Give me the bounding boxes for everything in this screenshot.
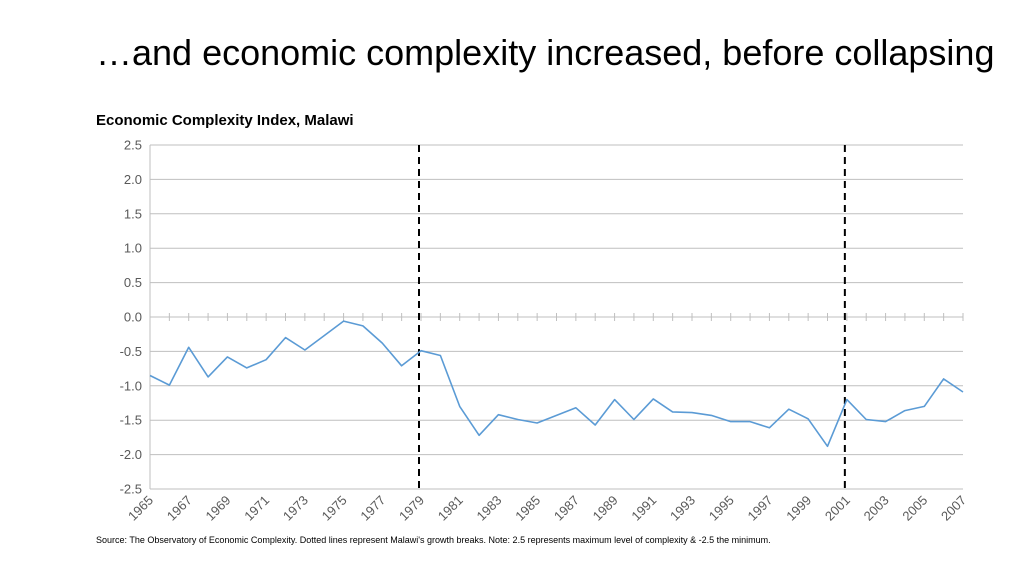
data-point [285,337,287,339]
x-tick-label: 1979 [396,493,427,524]
y-tick-label: -0.5 [120,344,142,359]
data-point [401,365,403,367]
x-tick-label: 1969 [202,493,233,524]
data-point [943,378,945,380]
data-point [652,398,654,400]
x-tick-label: 1985 [512,493,543,524]
x-tick-label: 1997 [744,493,775,524]
y-tick-label: -2.5 [120,482,142,497]
x-tick-label: 1987 [551,493,582,524]
data-point [827,445,829,447]
x-tick-label: 2005 [899,493,930,524]
data-point [904,410,906,412]
y-tick-label: 2.5 [124,138,142,153]
axes [149,145,964,489]
series-line-eci [149,320,964,448]
data-point [168,384,170,386]
x-tick-label: 1977 [357,493,388,524]
tick-labels: 2.52.01.51.00.50.0-0.5-1.0-1.5-2.0-2.519… [120,138,970,524]
data-point [594,424,596,426]
data-point [556,414,558,416]
data-point [788,408,790,410]
data-point [439,355,441,357]
y-tick-label: 0.0 [124,310,142,325]
chart-title: Economic Complexity Index, Malawi [96,112,354,129]
x-tick-label: 2007 [938,493,969,524]
data-point [226,356,228,358]
y-tick-label: -2.0 [120,447,142,462]
x-tick-label: 1983 [473,493,504,524]
y-tick-label: -1.0 [120,378,142,393]
x-tick-label: 2003 [861,493,892,524]
x-tick-label: 1999 [783,493,814,524]
data-point [323,335,325,337]
data-point [691,412,693,414]
data-point [885,421,887,423]
y-tick-label: 2.0 [124,172,142,187]
data-point [962,391,964,393]
x-tick-label: 1981 [435,493,466,524]
slide-title: …and economic complexity increased, befo… [96,32,995,73]
y-tick-label: -1.5 [120,413,142,428]
data-point [497,414,499,416]
x-tick-label: 2001 [822,493,853,524]
x-tick-label: 1971 [241,493,272,524]
data-point [362,325,364,327]
x-tick-label: 1965 [125,493,156,524]
data-point [575,407,577,409]
x-tick-label: 1975 [319,493,350,524]
source-note: Source: The Observatory of Economic Comp… [96,535,771,545]
data-point [749,421,751,423]
data-point [459,405,461,407]
data-point [614,399,616,401]
data-point [710,414,712,416]
x-tick-label: 1991 [628,493,659,524]
x-tick-label: 1967 [164,493,195,524]
x-tick-label: 1995 [706,493,737,524]
data-point [768,427,770,429]
data-point [478,434,480,436]
data-point [672,411,674,413]
data-point [246,367,248,369]
data-point [846,399,848,401]
x-tick-label: 1989 [590,493,621,524]
data-point [517,419,519,421]
data-point [923,405,925,407]
data-point [865,419,867,421]
data-point [265,359,267,361]
x-tick-label: 1993 [667,493,698,524]
y-tick-label: 1.5 [124,206,142,221]
data-point [188,346,190,348]
y-tick-label: 1.0 [124,241,142,256]
y-tick-label: 0.5 [124,275,142,290]
data-point [633,419,635,421]
data-point [730,421,732,423]
data-point [304,349,306,351]
x-tick-label: 1973 [280,493,311,524]
data-point [807,418,809,420]
data-point [536,422,538,424]
series-layer [149,320,964,448]
data-point [381,342,383,344]
data-point [149,374,151,376]
growth-break-lines [418,145,846,489]
data-point [207,376,209,378]
data-point [420,350,422,352]
data-point [343,320,345,322]
